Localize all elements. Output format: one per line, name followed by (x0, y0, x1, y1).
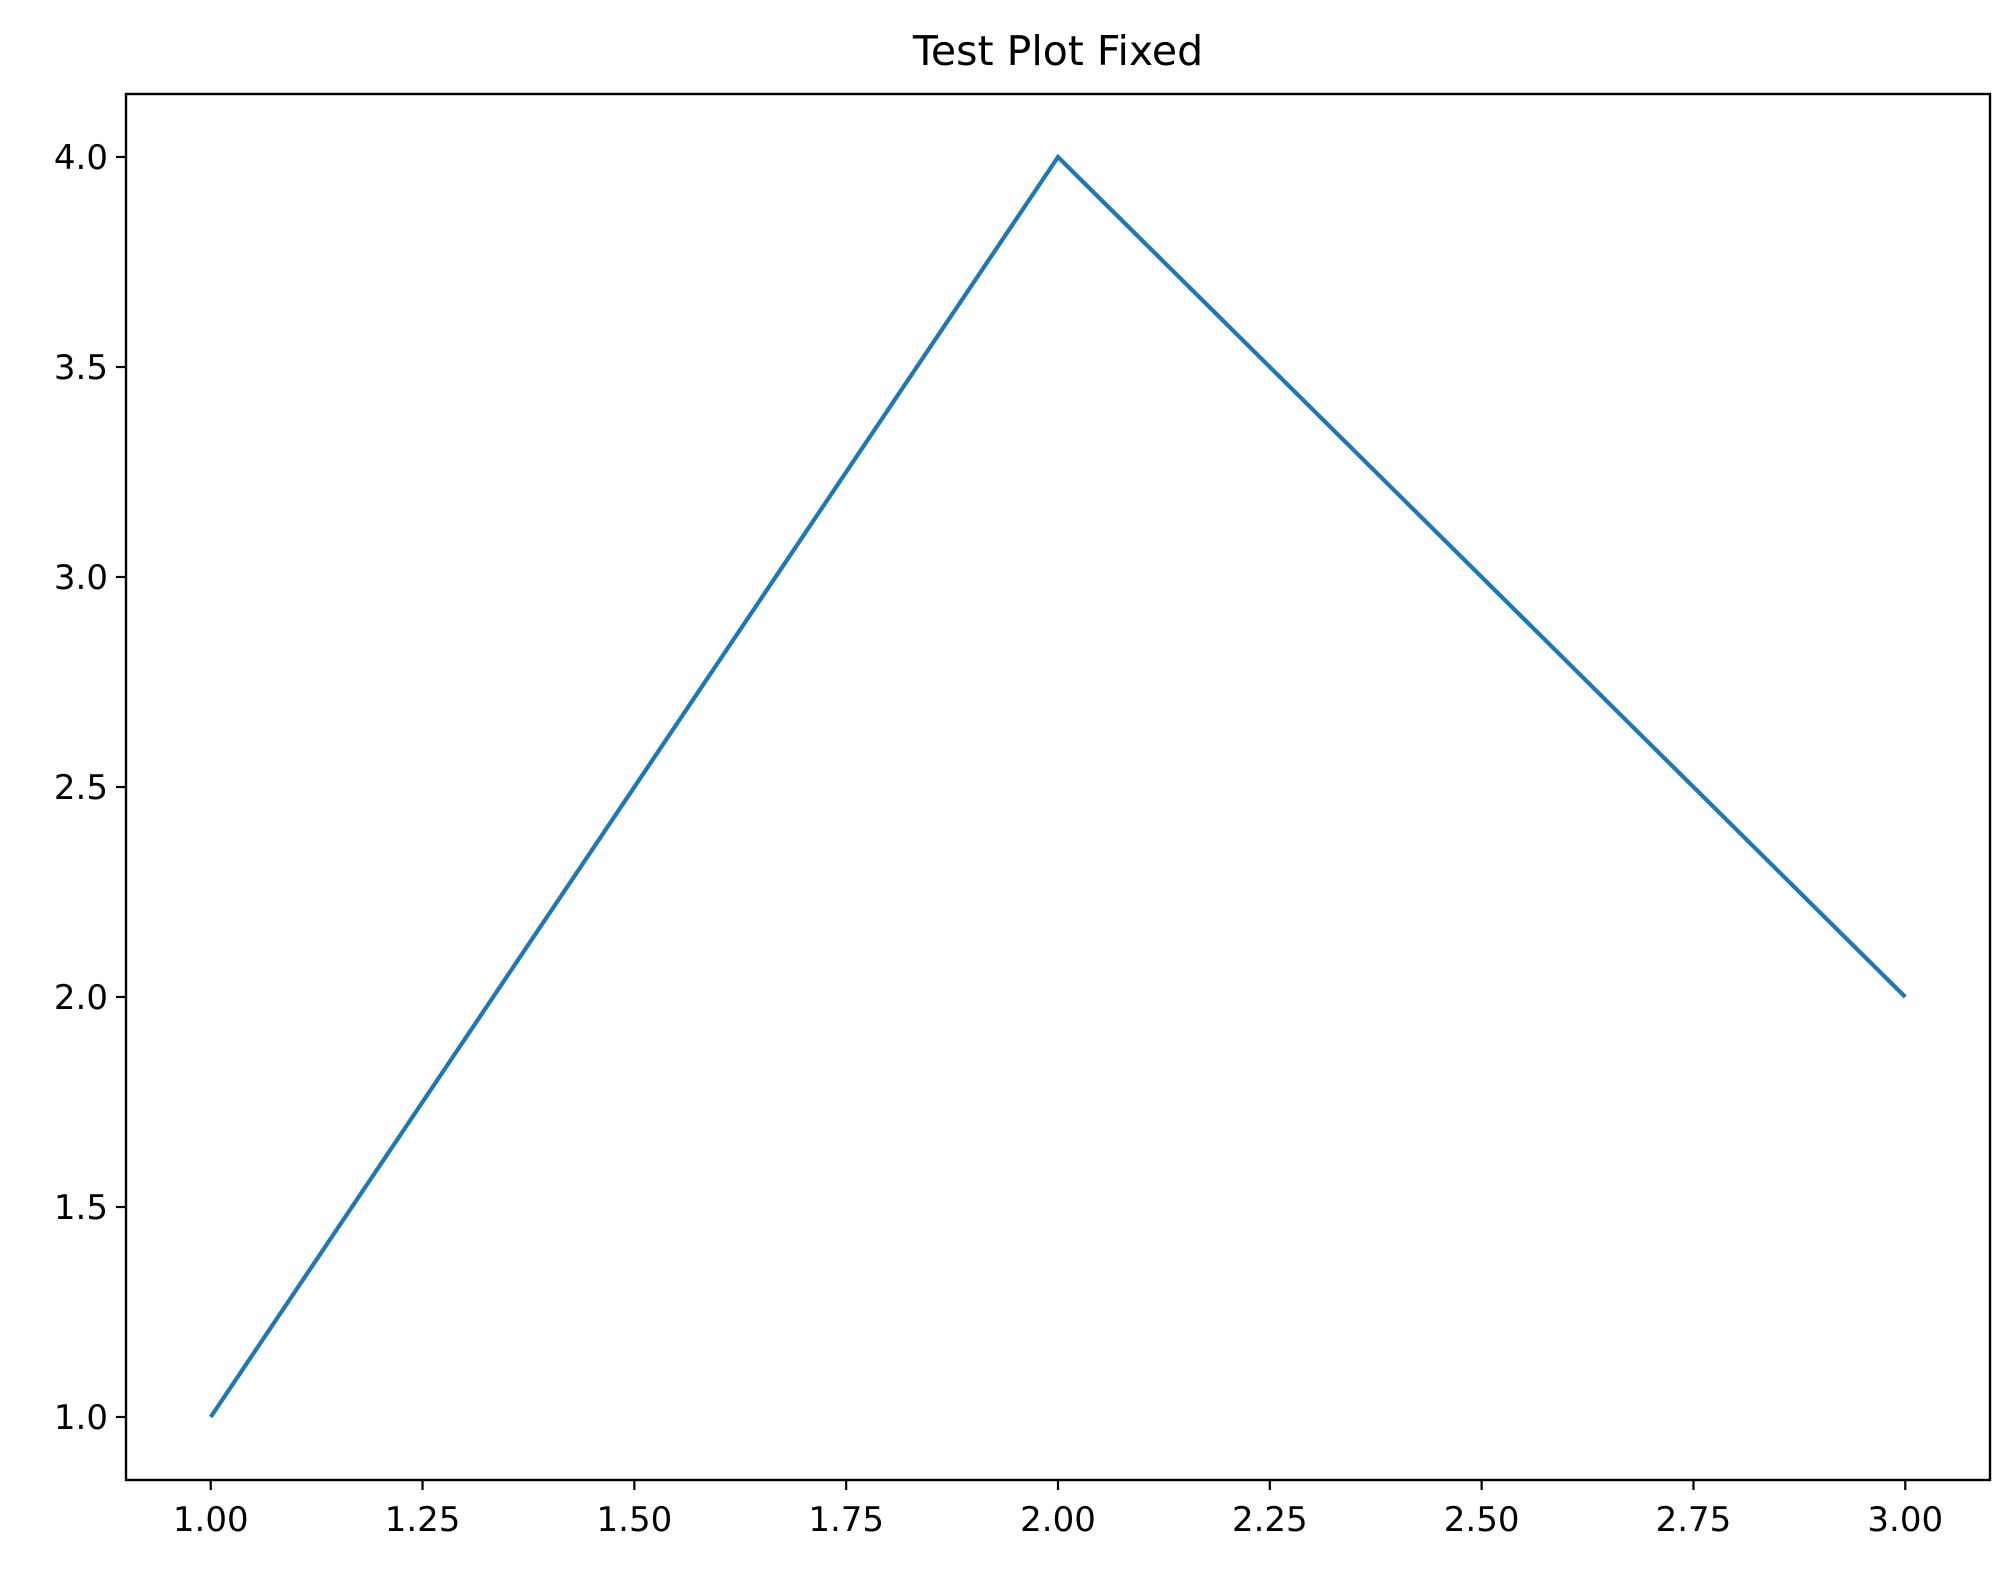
x-tick-label: 1.00 (173, 1500, 249, 1540)
y-tick-label: 2.5 (54, 768, 108, 808)
x-tick-label: 2.75 (1656, 1500, 1732, 1540)
x-axis: 1.00 1.25 1.50 1.75 2.00 2.25 2.50 2.75 3.00 (173, 1480, 1943, 1540)
y-axis: 1.0 1.5 2.0 2.5 3.0 3.5 4.0 (54, 138, 126, 1438)
x-tick-label: 2.50 (1444, 1500, 1520, 1540)
x-tick-label: 2.00 (1020, 1500, 1096, 1540)
y-tick-label: 3.0 (54, 558, 108, 598)
axes-frame (124, 92, 1992, 1482)
x-tick-label: 1.25 (385, 1500, 461, 1540)
chart-title: Test Plot Fixed (912, 27, 1203, 75)
y-tick-label: 4.0 (54, 138, 108, 178)
x-tick-label: 1.50 (597, 1500, 673, 1540)
y-tick-label: 1.0 (54, 1398, 108, 1438)
x-tick-label: 1.75 (808, 1500, 884, 1540)
x-tick-label: 3.00 (1867, 1500, 1943, 1540)
y-tick-label: 3.5 (54, 348, 108, 388)
y-tick-label: 1.5 (54, 1188, 108, 1228)
y-tick-label: 2.0 (54, 978, 108, 1018)
x-tick-label: 2.25 (1232, 1500, 1308, 1540)
series-group (208, 153, 1907, 1419)
